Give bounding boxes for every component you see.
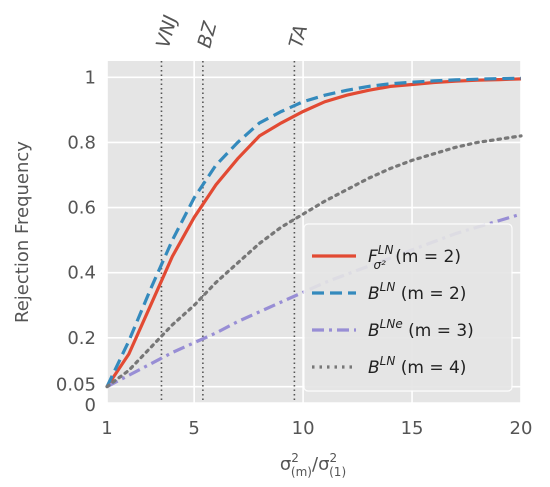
x-tick-label-1: 5 (188, 418, 199, 439)
x-tick-label-3: 15 (401, 418, 424, 439)
legend-label-1: BLN (m = 2) (368, 280, 466, 304)
vline-label-bz: BZ (193, 18, 221, 50)
legend-main-3: B (368, 358, 380, 378)
legend-rest-0: (m = 2) (390, 247, 461, 267)
legend-rest-1: (m = 2) (395, 284, 466, 304)
legend-main-2: B (368, 321, 380, 341)
vline-label-vnj: VNJ (152, 13, 182, 51)
vline-label-ta: TA (285, 23, 312, 51)
x-label-num-base: σ (280, 454, 291, 475)
x-label-den-sup: 2 (329, 451, 337, 465)
legend-sup-0: LN (378, 243, 394, 257)
y-axis-ticks: 00.05 0.2 0.4 0.6 0.8 1 (56, 67, 96, 416)
x-label-num-sup: 2 (291, 451, 299, 465)
legend: FLN σ² (m = 2)BLN (m = 2)BLNe (m = 3)BLN … (303, 223, 513, 392)
legend-sup-2: LNe (380, 317, 403, 331)
x-label-num-sub: (m) (291, 465, 312, 479)
x-tick-label-4: 20 (510, 418, 533, 439)
legend-sup-1: LN (380, 280, 396, 294)
legend-box (303, 223, 513, 392)
legend-sup-3: LN (380, 354, 396, 368)
legend-sub-0: σ² (373, 258, 386, 272)
y-tick-label-2: 0.2 (67, 328, 96, 349)
y-tick-label-6: 1 (85, 67, 96, 88)
x-tick-label-2: 10 (292, 418, 315, 439)
x-label-slash: / (312, 454, 319, 475)
y-tick-label-0: 0 (85, 395, 96, 416)
legend-main-0: F (368, 247, 378, 267)
y-tick-label-1: 0.05 (56, 375, 96, 396)
x-tick-label-0: 1 (101, 418, 112, 439)
legend-label-2: BLNe (m = 3) (368, 317, 474, 341)
y-axis-label: Rejection Frequency (12, 141, 33, 323)
x-axis-ticks: 1 5 10 15 20 (101, 418, 532, 439)
legend-label-0: FLN σ² (m = 2) (368, 243, 461, 272)
y-tick-label-4: 0.6 (67, 198, 96, 219)
series-line-1 (105, 76, 522, 388)
legend-rest-2: (m = 3) (403, 321, 474, 341)
x-label-den-base: σ (318, 454, 329, 475)
legend-label-3: BLN (m = 4) (368, 354, 466, 378)
x-label-den-sub: (1) (329, 465, 346, 479)
grid-lines (106, 61, 522, 404)
x-axis-label: σ2 (m)/σ2 (1) (280, 451, 346, 479)
y-tick-label-5: 0.8 (67, 132, 96, 153)
legend-rest-3: (m = 4) (395, 358, 466, 378)
y-tick-label-3: 0.4 (67, 263, 96, 284)
legend-main-1: B (368, 284, 380, 304)
